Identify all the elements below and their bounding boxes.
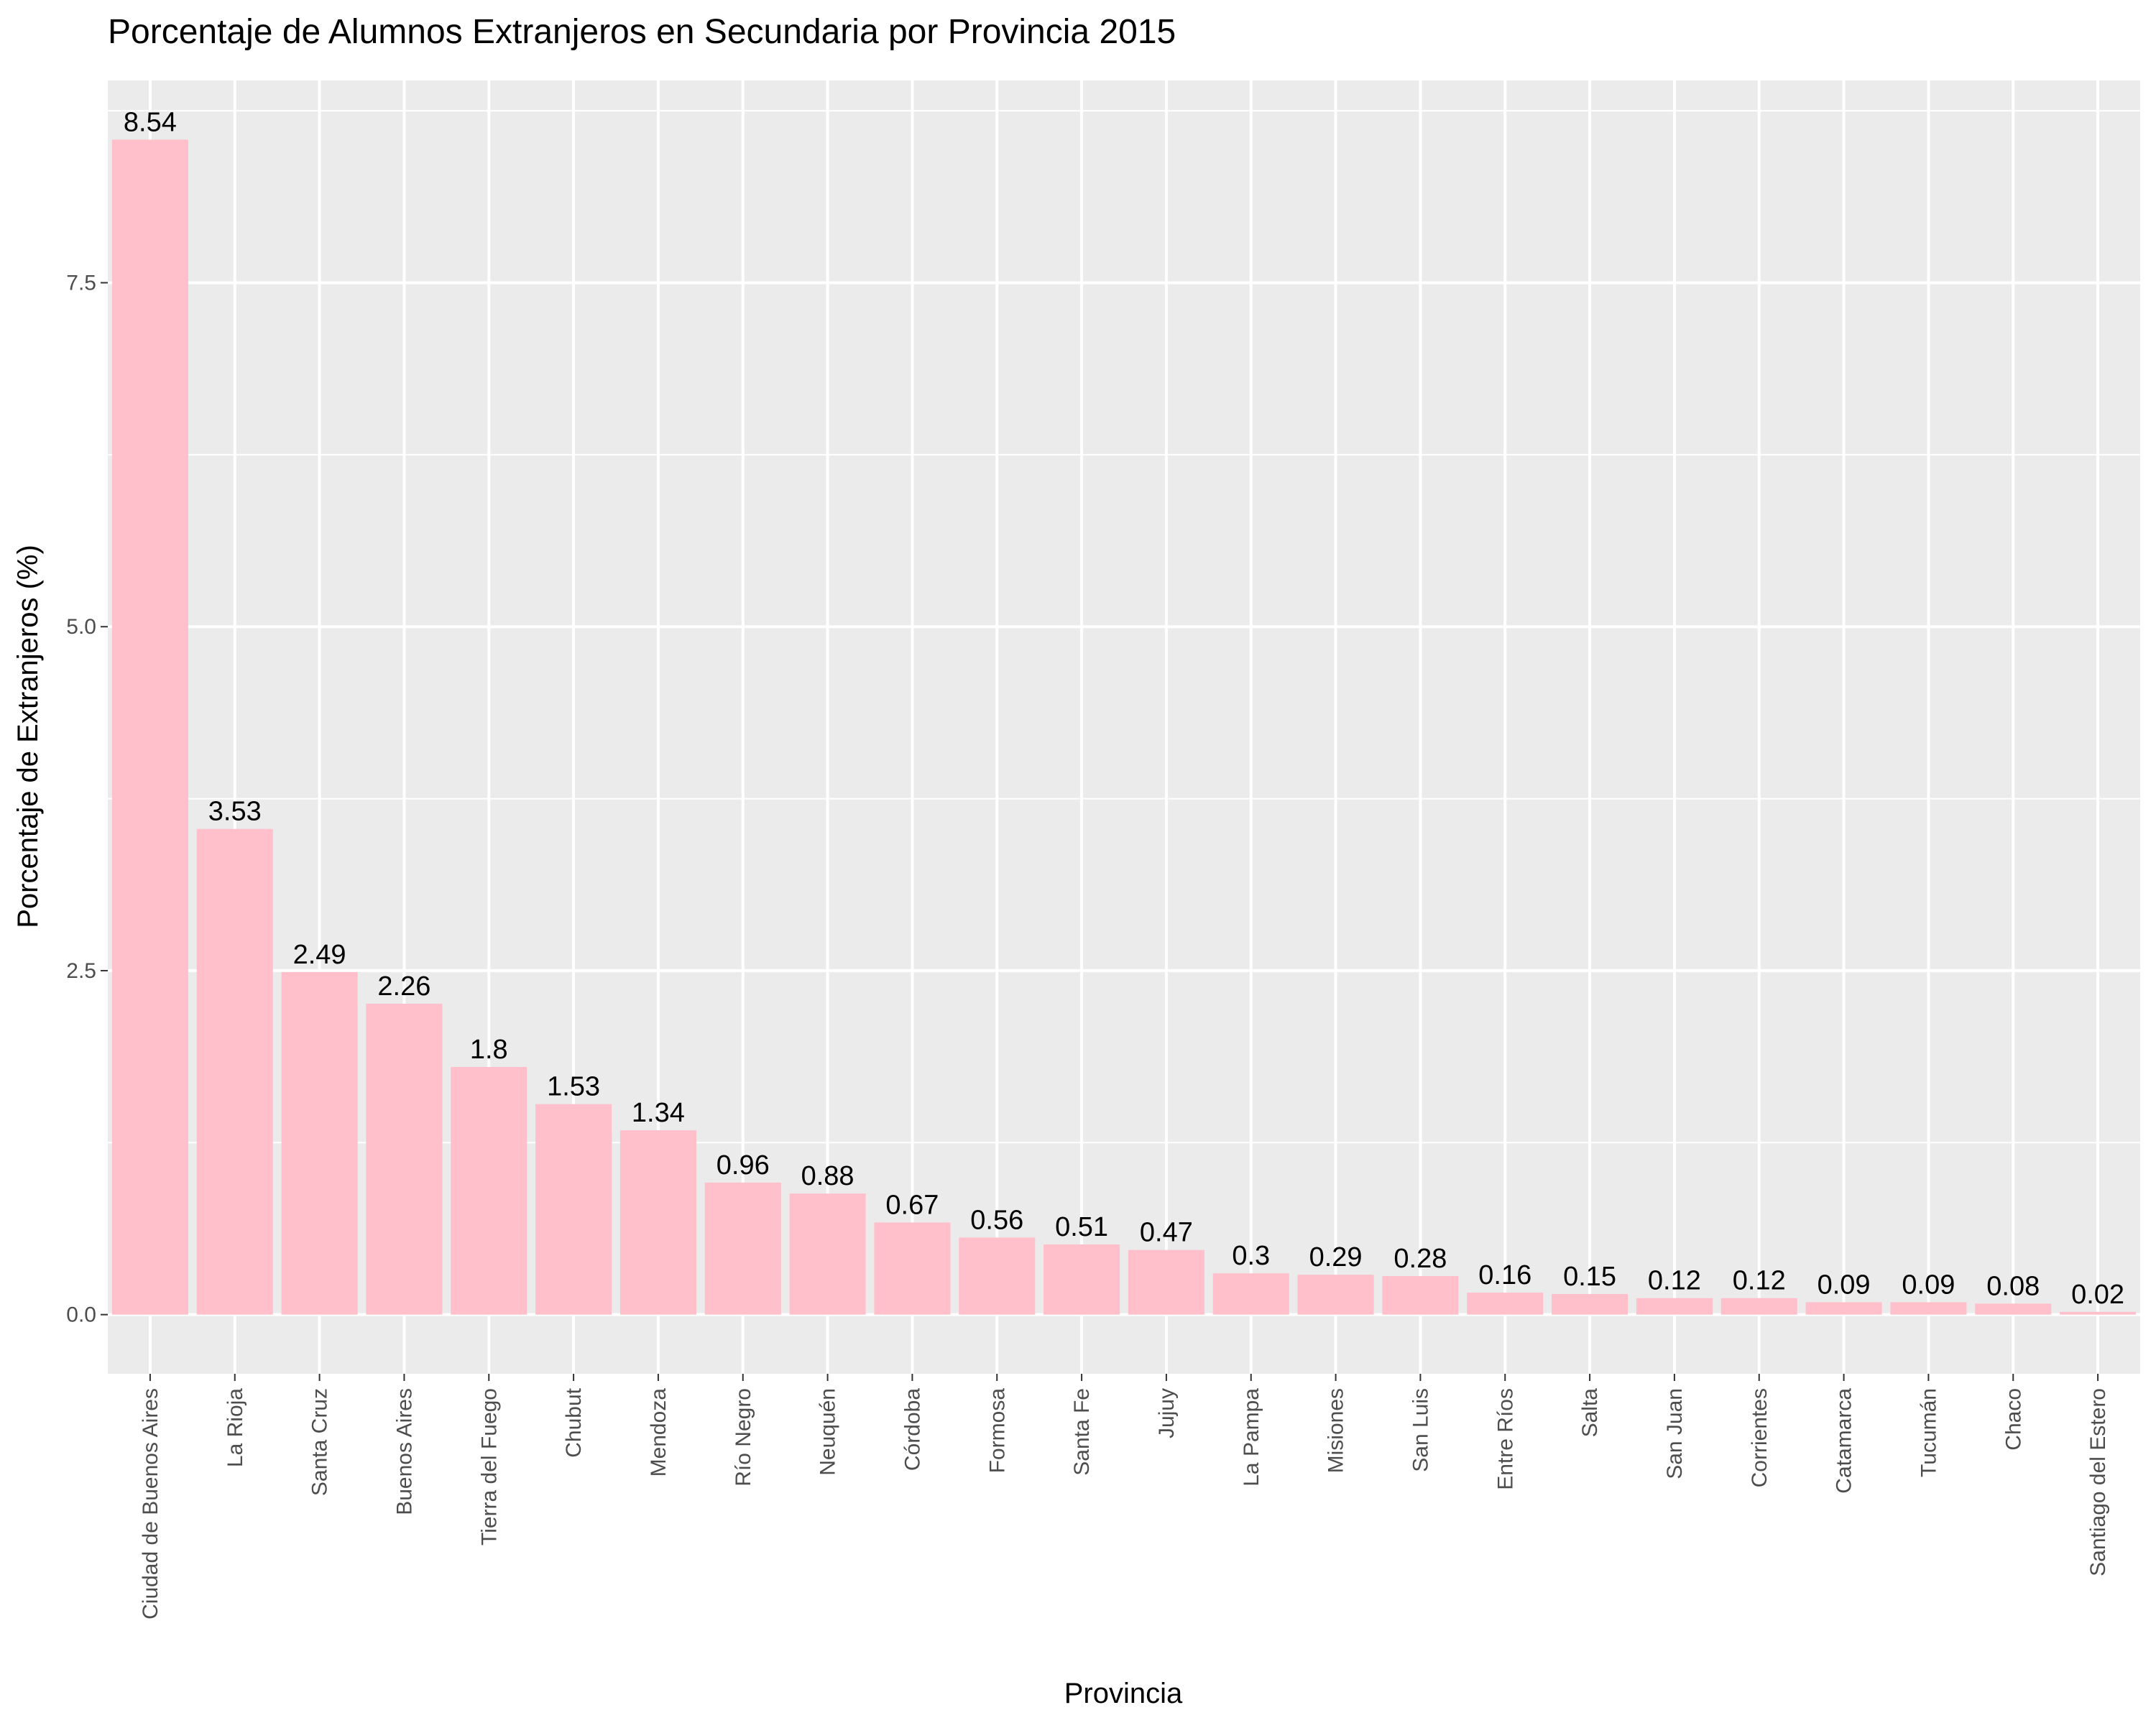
- x-axis: Ciudad de Buenos Aires La Rioja Santa Cruz…: [139, 1374, 2110, 1620]
- x-tick-label: Formosa: [985, 1388, 1009, 1474]
- x-tick-label: Tierra del Fuego: [477, 1388, 501, 1546]
- x-tick-label: Chubut: [562, 1387, 586, 1457]
- x-tick-label: Santa Cruz: [308, 1388, 332, 1496]
- x-tick-label: Ciudad de Buenos Aires: [139, 1388, 162, 1620]
- bar: [281, 971, 358, 1315]
- data-labels-group: 8.54 3.53 2.49 2.26 1.8 1.53 1.34 0.96 0.88 0.67 0…: [124, 107, 2124, 1309]
- data-label: 0.12: [1733, 1266, 1786, 1296]
- x-tick-label: Entre Ríos: [1493, 1388, 1517, 1490]
- bar: [1382, 1276, 1459, 1315]
- bar: [1636, 1298, 1713, 1315]
- bar: [874, 1222, 951, 1315]
- data-label: 0.51: [1055, 1212, 1108, 1242]
- bar: [1805, 1302, 1882, 1315]
- x-tick-label: Santa Fe: [1070, 1388, 1094, 1476]
- bar: [1297, 1275, 1374, 1315]
- x-tick-label: San Juan: [1663, 1388, 1687, 1479]
- x-tick-label: Santiago del Estero: [2086, 1388, 2110, 1576]
- bar: [1720, 1298, 1797, 1315]
- data-label: 0.29: [1309, 1242, 1363, 1272]
- y-axis: 0.0 2.5 5.0 7.5: [66, 271, 108, 1327]
- bar: [111, 139, 188, 1315]
- bar: [959, 1237, 1036, 1315]
- panel-background: [108, 80, 2140, 1374]
- data-label: 0.08: [1986, 1271, 2040, 1301]
- x-tick-label: Catamarca: [1833, 1388, 1856, 1494]
- x-tick-label: Chaco: [2001, 1388, 2025, 1451]
- x-tick-label: Tucumán: [1917, 1388, 1940, 1477]
- x-tick-label: Córdoba: [900, 1388, 924, 1471]
- bar: [619, 1130, 696, 1315]
- y-tick-label: 0.0: [66, 1303, 96, 1327]
- data-label: 2.26: [377, 971, 430, 1002]
- data-label: 0.09: [1902, 1270, 1955, 1300]
- data-label: 0.47: [1140, 1218, 1193, 1248]
- x-tick-label: Mendoza: [647, 1388, 671, 1477]
- data-label: 1.53: [547, 1072, 600, 1102]
- bar: [1212, 1273, 1289, 1315]
- x-tick-label: Misiones: [1325, 1388, 1348, 1473]
- data-label: 1.8: [470, 1035, 508, 1065]
- x-tick-label: Buenos Aires: [392, 1388, 416, 1515]
- data-label: 0.16: [1478, 1260, 1531, 1290]
- x-tick-label: Corrientes: [1748, 1388, 1772, 1487]
- x-tick-label: San Luis: [1409, 1388, 1432, 1472]
- data-label: 0.88: [801, 1161, 854, 1191]
- data-label: 0.12: [1648, 1266, 1701, 1296]
- y-axis-title: Porcentaje de Extranjeros (%): [12, 545, 44, 928]
- bar: [1552, 1293, 1628, 1315]
- bar: [789, 1193, 866, 1315]
- y-tick-label: 2.5: [66, 959, 96, 983]
- bar: [704, 1182, 781, 1315]
- x-tick-label: Jujuy: [1155, 1388, 1179, 1438]
- bar: [1975, 1303, 2052, 1315]
- bars-group: [111, 139, 2137, 1315]
- data-label: 0.15: [1563, 1262, 1616, 1292]
- bar: [1044, 1244, 1120, 1315]
- x-tick-label: Río Negro: [732, 1388, 755, 1487]
- bar: [1128, 1249, 1204, 1315]
- bar: [1467, 1293, 1544, 1315]
- y-tick-label: 7.5: [66, 271, 96, 295]
- bar: [451, 1066, 528, 1315]
- bar: [1890, 1302, 1967, 1315]
- x-tick-label: La Pampa: [1240, 1388, 1263, 1487]
- data-label: 0.3: [1232, 1241, 1270, 1271]
- x-tick-label: La Rioja: [224, 1388, 247, 1467]
- bar: [535, 1104, 612, 1315]
- data-label: 0.96: [717, 1150, 770, 1181]
- data-label: 0.56: [970, 1205, 1023, 1235]
- x-tick-label: Salta: [1578, 1388, 1602, 1438]
- bar: [366, 1003, 443, 1315]
- data-label: 0.02: [2071, 1280, 2124, 1310]
- data-label: 0.67: [885, 1190, 939, 1220]
- x-tick-label: Neuquén: [816, 1388, 840, 1476]
- data-label: 0.28: [1393, 1244, 1447, 1274]
- chart-title: Porcentaje de Alumnos Extranjeros en Sec…: [108, 13, 1176, 51]
- bar: [2060, 1311, 2137, 1315]
- data-label: 0.09: [1818, 1270, 1871, 1300]
- data-label: 3.53: [208, 797, 262, 827]
- x-axis-title: Provincia: [1064, 1678, 1183, 1709]
- plot-panel: [108, 80, 2140, 1374]
- data-label: 2.49: [293, 940, 346, 970]
- y-tick-label: 5.0: [66, 615, 96, 639]
- bar: [196, 828, 273, 1315]
- data-label: 1.34: [632, 1098, 685, 1128]
- data-label: 8.54: [124, 107, 177, 137]
